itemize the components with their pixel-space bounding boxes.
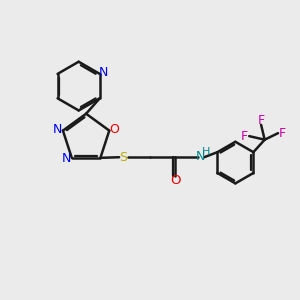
- Text: N: N: [53, 123, 63, 136]
- Text: N: N: [195, 150, 205, 163]
- Text: N: N: [62, 152, 71, 165]
- Text: O: O: [110, 123, 119, 136]
- Text: N: N: [99, 66, 108, 79]
- Text: H: H: [202, 147, 211, 157]
- Text: F: F: [257, 114, 265, 127]
- Text: O: O: [170, 174, 180, 187]
- Text: S: S: [120, 151, 128, 164]
- Text: F: F: [241, 130, 248, 142]
- Text: F: F: [279, 127, 286, 140]
